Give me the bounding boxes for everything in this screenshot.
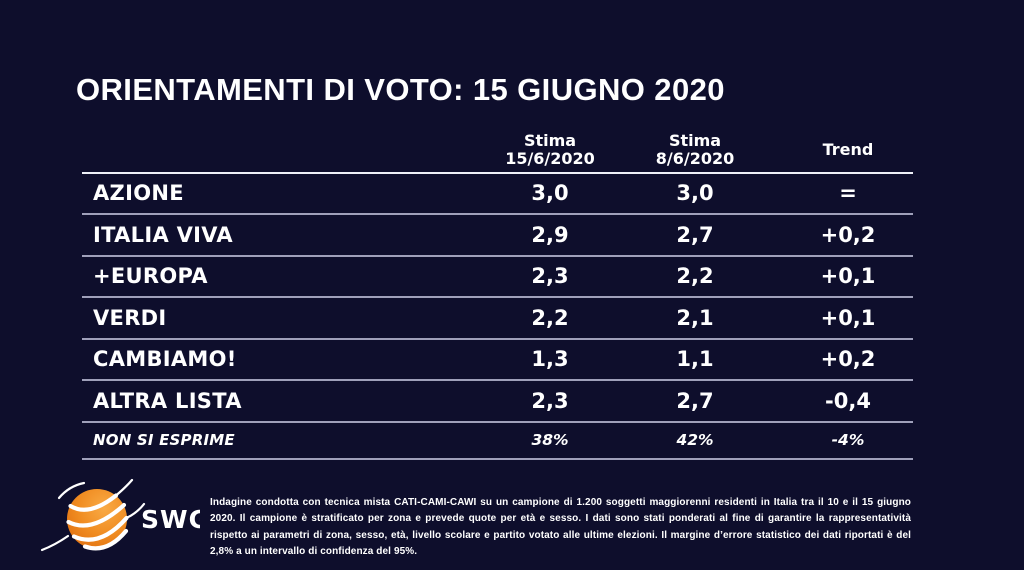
table-header-row: Stima 15/6/2020 Stima 8/6/2020 Trend bbox=[82, 128, 913, 174]
stima-previous-value: 2,7 bbox=[676, 222, 714, 247]
column-header-stima-current: Stima 15/6/2020 bbox=[493, 130, 607, 168]
table-rows: AZIONE 3,0 3,0 = ITALIA VIVA 2,9 2,7 +0,… bbox=[82, 174, 913, 423]
stima-current-value: 3,0 bbox=[531, 181, 569, 206]
trend-value: -4% bbox=[831, 431, 865, 449]
stima-current-value: 2,3 bbox=[531, 264, 569, 289]
trend-value: +0,2 bbox=[820, 347, 876, 372]
stima-previous-value: 2,1 bbox=[676, 305, 714, 330]
stima-current-value: 2,3 bbox=[531, 388, 569, 413]
column-header-line1: Trend bbox=[822, 139, 874, 159]
table-row: +EUROPA 2,3 2,2 +0,1 bbox=[82, 257, 913, 298]
disclaimer-text: Indagine condotta con tecnica mista CATI… bbox=[210, 497, 911, 558]
column-header-line2: 15/6/2020 bbox=[505, 148, 595, 168]
table-row: ITALIA VIVA 2,9 2,7 +0,2 bbox=[82, 215, 913, 257]
column-header-line1: Stima bbox=[523, 130, 577, 150]
stima-current-value: 1,3 bbox=[531, 347, 569, 372]
page-title: ORIENTAMENTI DI VOTO: 15 GIUGNO 2020 bbox=[76, 72, 725, 107]
stima-previous-value: 2,7 bbox=[676, 388, 714, 413]
party-name: NON SI ESPRIME bbox=[93, 431, 235, 449]
swg-logo-text: SWG bbox=[141, 505, 200, 534]
column-header-line1: Stima bbox=[668, 130, 722, 150]
party-name: ALTRA LISTA bbox=[93, 388, 242, 413]
swg-logo: SWG bbox=[40, 478, 200, 552]
table-row: ALTRA LISTA 2,3 2,7 -0,4 bbox=[82, 381, 913, 423]
table-row: AZIONE 3,0 3,0 = bbox=[82, 174, 913, 215]
stima-previous-value: 42% bbox=[676, 431, 714, 449]
trend-value: +0,2 bbox=[820, 222, 876, 247]
column-header-stima-previous: Stima 8/6/2020 bbox=[607, 130, 783, 168]
trend-value: +0,1 bbox=[820, 264, 876, 289]
trend-value: -0,4 bbox=[825, 388, 871, 413]
stima-current-value: 38% bbox=[531, 431, 569, 449]
stima-current-value: 2,9 bbox=[531, 222, 569, 247]
stima-previous-value: 1,1 bbox=[676, 347, 714, 372]
party-name: VERDI bbox=[93, 305, 167, 330]
party-name: +EUROPA bbox=[93, 264, 208, 289]
table-row: CAMBIAMO! 1,3 1,1 +0,2 bbox=[82, 340, 913, 381]
non-si-esprime-row: NON SI ESPRIME 38% 42% -4% bbox=[82, 423, 913, 460]
party-name: CAMBIAMO! bbox=[93, 347, 237, 372]
trend-value: +0,1 bbox=[820, 305, 876, 330]
party-name: AZIONE bbox=[93, 181, 184, 206]
column-header-line2: 8/6/2020 bbox=[655, 148, 735, 168]
column-header-trend: Trend bbox=[783, 139, 913, 159]
stima-current-value: 2,2 bbox=[531, 305, 569, 330]
table-row: VERDI 2,2 2,1 +0,1 bbox=[82, 298, 913, 340]
stima-previous-value: 3,0 bbox=[676, 181, 714, 206]
poll-table: Stima 15/6/2020 Stima 8/6/2020 Trend AZI… bbox=[82, 128, 913, 460]
globe-icon bbox=[40, 478, 146, 552]
trend-value: = bbox=[839, 181, 857, 206]
party-name: ITALIA VIVA bbox=[93, 222, 233, 247]
stima-previous-value: 2,2 bbox=[676, 264, 714, 289]
